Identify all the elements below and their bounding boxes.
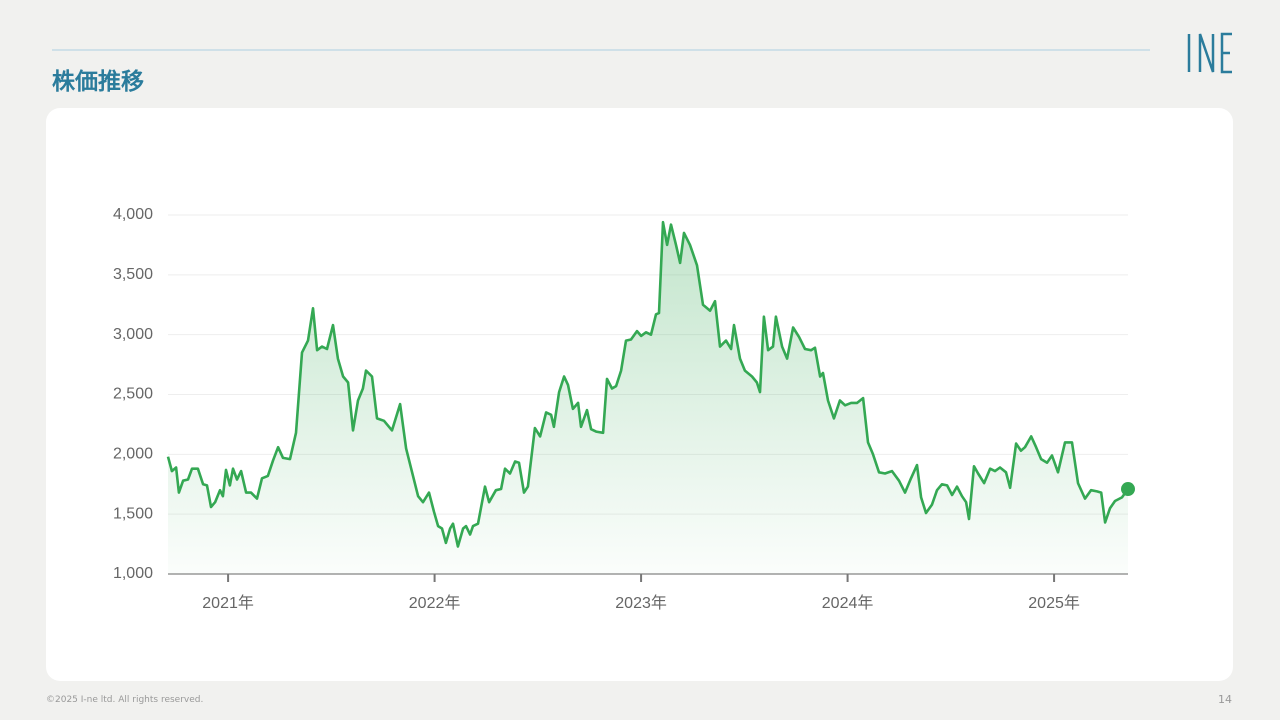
page-number: 14 [1218,693,1232,706]
x-tick-label: 2025年 [1028,594,1080,612]
y-tick-label: 4,000 [113,206,153,223]
copyright: ©2025 I-ne ltd. All rights reserved. [46,695,204,705]
x-tick-label: 2022年 [409,594,461,612]
y-tick-label: 1,500 [113,505,153,522]
area [168,222,1128,574]
end-point [1121,482,1135,497]
y-tick-label: 3,000 [113,326,153,343]
header-rule [52,49,1150,51]
x-tick-label: 2024年 [822,594,874,612]
chart: 1,000 1,500 2,000 2,500 3,000 3,500 4,000 2021年… [113,206,1135,612]
logo [1187,32,1232,74]
x-tick-label: 2021年 [202,594,254,612]
y-tick-label: 2,000 [113,446,153,463]
y-tick-label: 2,500 [113,386,153,403]
y-tick-label: 3,500 [113,266,153,283]
y-tick-label: 1,000 [113,565,153,582]
x-tick-label: 2023年 [615,594,667,612]
slide-title: 株価推移 [52,69,144,95]
line [166,220,1130,548]
